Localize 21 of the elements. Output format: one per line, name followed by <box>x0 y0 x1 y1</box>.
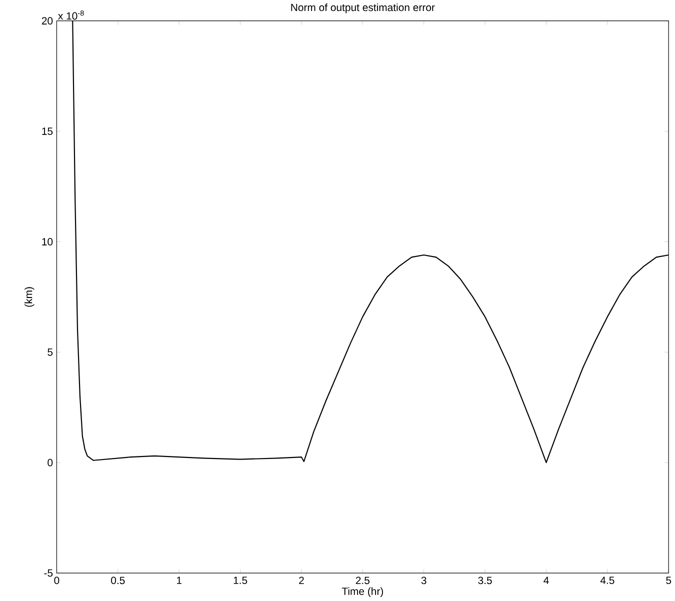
y-tick-label: 20 <box>42 17 53 25</box>
x-tick-label: 3.5 <box>478 576 492 584</box>
x-axis-title: Time (hr) <box>342 588 383 598</box>
x-tick-label: 3 <box>421 576 426 584</box>
y-tick-label: 15 <box>42 128 53 136</box>
x-tick-label: 4.5 <box>600 576 614 584</box>
x-tick-label: 1.5 <box>234 576 248 584</box>
y-tick-label: 5 <box>48 348 53 356</box>
y-axis-title: (km) <box>24 287 34 307</box>
x-tick-label: 0 <box>54 576 60 584</box>
y-tick-label: 0 <box>48 459 53 467</box>
x-tick-label: 2.5 <box>356 576 370 584</box>
x-tick-label: 0.5 <box>111 576 125 584</box>
x-tick-label: 1 <box>176 576 182 584</box>
y-tick-label: 10 <box>42 238 53 246</box>
x-tick-label: 2 <box>299 576 304 584</box>
x-tick-label: 5 <box>666 576 672 584</box>
chart-title: Norm of output estimation error <box>291 4 435 14</box>
text: x 10$^{-8}$ <box>58 10 84 20</box>
x-tick-label: 4 <box>544 576 549 584</box>
y-tick-label: -5 <box>44 570 53 577</box>
